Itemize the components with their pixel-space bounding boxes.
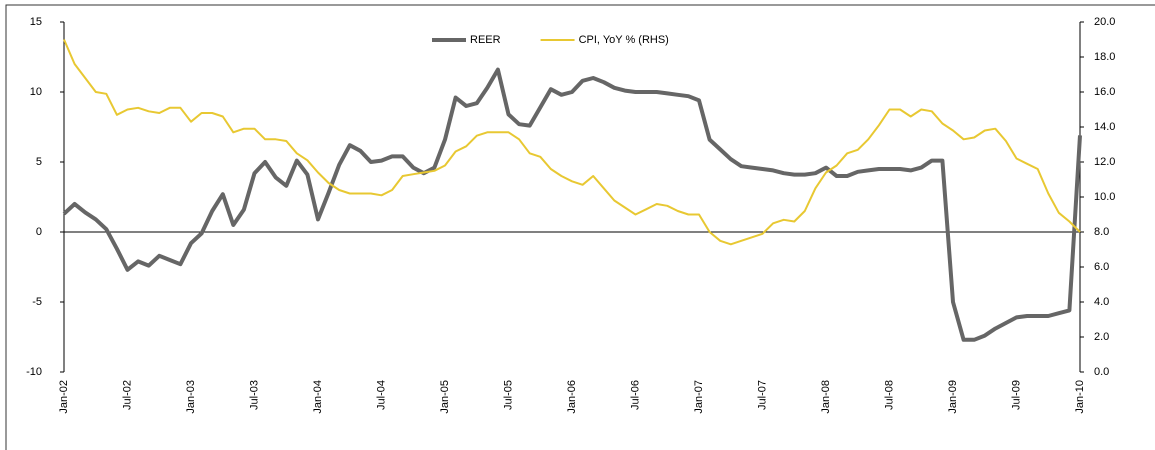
- x-tick-label: Jan-05: [439, 380, 451, 414]
- line-series: [62, 67, 1082, 342]
- x-tick-label: Jul-08: [883, 380, 895, 410]
- y2-tick-label: 10.0: [1094, 191, 1115, 203]
- y-tick-label: 10: [30, 86, 42, 98]
- x-tick-label: Jul-09: [1010, 380, 1022, 410]
- x-tick-label: Jul-06: [629, 380, 641, 410]
- x-tick-label: Jul-03: [248, 380, 260, 410]
- y2-tick-label: 8.0: [1094, 226, 1109, 238]
- x-tick-label: Jan-06: [566, 380, 578, 414]
- y-tick-label: 15: [30, 16, 42, 28]
- line-series: [63, 39, 1081, 246]
- y2-tick-label: 18.0: [1094, 51, 1115, 63]
- y2-tick-label: 4.0: [1094, 296, 1109, 308]
- y2-tick-label: 20.0: [1094, 16, 1115, 28]
- y2-tick-label: 0.0: [1094, 366, 1109, 378]
- x-tick-label: Jan-07: [693, 380, 705, 414]
- x-tick-label: Jan-10: [1074, 380, 1086, 414]
- y2-tick-label: 14.0: [1094, 121, 1115, 133]
- y2-tick-label: 12.0: [1094, 156, 1115, 168]
- x-tick-label: Jan-09: [947, 380, 959, 414]
- frame: [5, 4, 1155, 450]
- x-tick-label: Jul-05: [502, 380, 514, 410]
- x-tick-label: Jan-02: [58, 380, 70, 414]
- legend-label: REER: [470, 34, 501, 46]
- y-tick-label: -10: [26, 366, 42, 378]
- y-tick-label: 0: [36, 226, 42, 238]
- y2-tick-label: 6.0: [1094, 261, 1109, 273]
- y2-tick-label: 2.0: [1094, 331, 1109, 343]
- x-tick-label: Jul-07: [756, 380, 768, 410]
- y2-tick-label: 16.0: [1094, 86, 1115, 98]
- x-tick-label: Jan-08: [820, 380, 832, 414]
- x-tick-label: Jan-04: [312, 380, 324, 414]
- x-tick-label: Jan-03: [185, 380, 197, 414]
- legend-label: CPI, YoY % (RHS): [579, 34, 669, 46]
- x-tick-label: Jul-02: [121, 380, 133, 410]
- y-tick-label: -5: [32, 296, 42, 308]
- y-tick-label: 5: [36, 156, 42, 168]
- x-tick-label: Jul-04: [375, 380, 387, 410]
